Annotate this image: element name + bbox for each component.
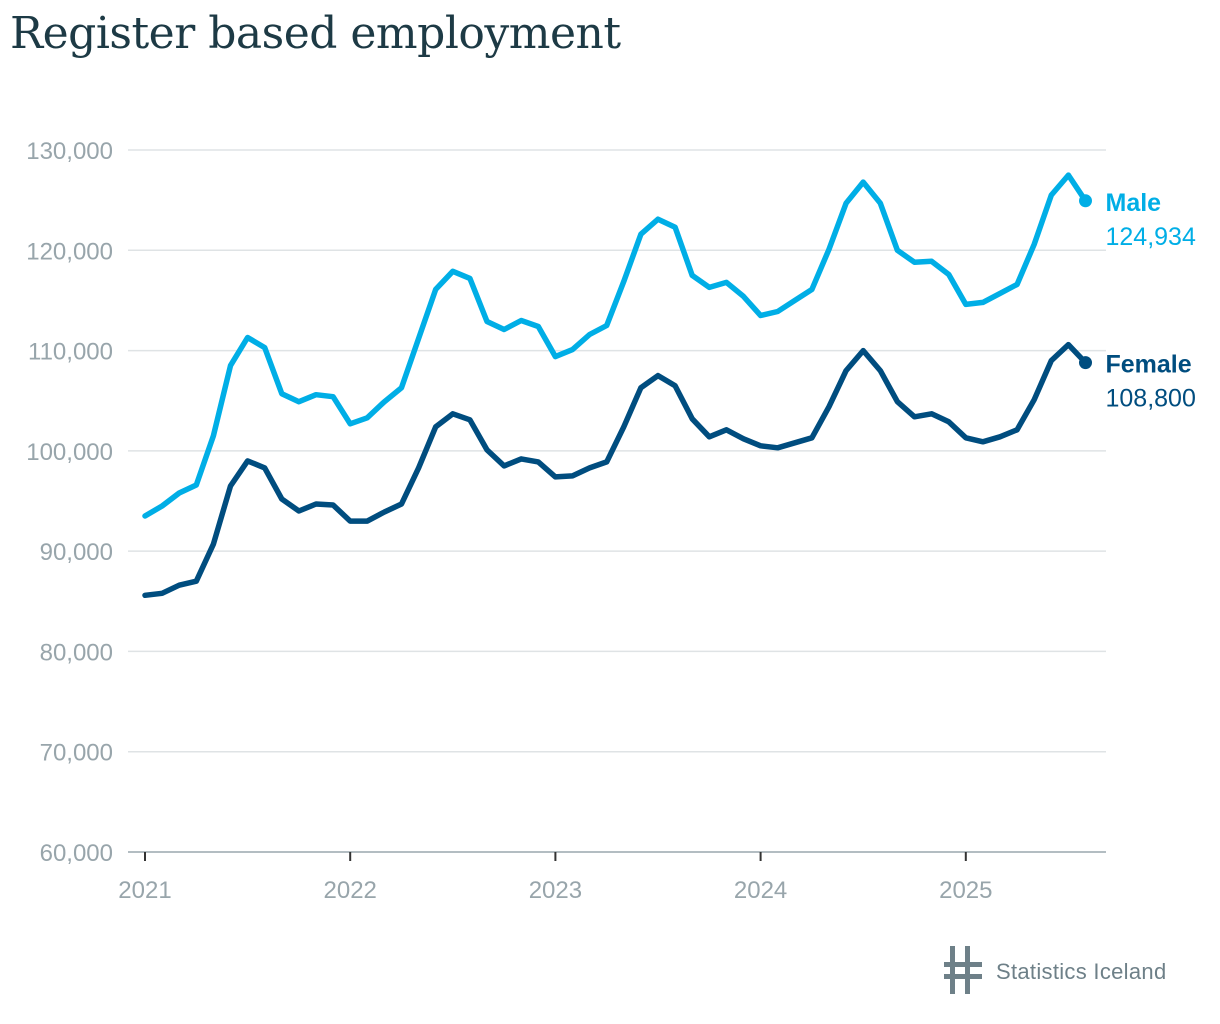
y-tick-label: 120,000 [26, 238, 113, 265]
y-tick-label: 70,000 [40, 740, 113, 767]
series-end-labels: Male 124,934 Female 108,800 [1106, 189, 1196, 413]
source-credit: Statistics Iceland [944, 944, 1167, 1001]
y-tick-label: 80,000 [40, 639, 113, 666]
series-label-female: Female [1106, 351, 1192, 379]
series-line-female [142, 341, 1089, 599]
series-end-point-female [1079, 356, 1092, 370]
series-value-label-male: 124,934 [1106, 223, 1196, 251]
y-tick-label: 60,000 [40, 840, 113, 867]
chart-title: Register based employment [10, 8, 621, 59]
y-tick-label: 130,000 [26, 138, 113, 165]
x-tick-label: 2024 [734, 877, 787, 904]
source-label: Statistics Iceland [996, 959, 1167, 984]
y-tick-label: 90,000 [40, 539, 113, 566]
x-tick-label: 2022 [324, 877, 377, 904]
series-value-label-female: 108,800 [1106, 385, 1196, 413]
y-tick-label: 100,000 [26, 439, 113, 466]
statistics-iceland-logo-icon [944, 944, 984, 1001]
x-axis: 2021 2022 2023 2024 2025 [118, 851, 1106, 904]
x-tick-label: 2025 [939, 877, 992, 904]
series-lines [142, 172, 1092, 599]
series-end-point-male [1079, 194, 1092, 208]
series-line-male [142, 172, 1089, 519]
x-tick-label: 2023 [529, 877, 582, 904]
x-tick-label: 2021 [118, 877, 171, 904]
y-axis-tick-labels: 60,000 70,000 80,000 90,000 100,000 110,000 12… [26, 138, 113, 867]
y-tick-label: 110,000 [28, 339, 113, 366]
series-label-male: Male [1106, 189, 1162, 217]
gridlines [128, 149, 1106, 753]
